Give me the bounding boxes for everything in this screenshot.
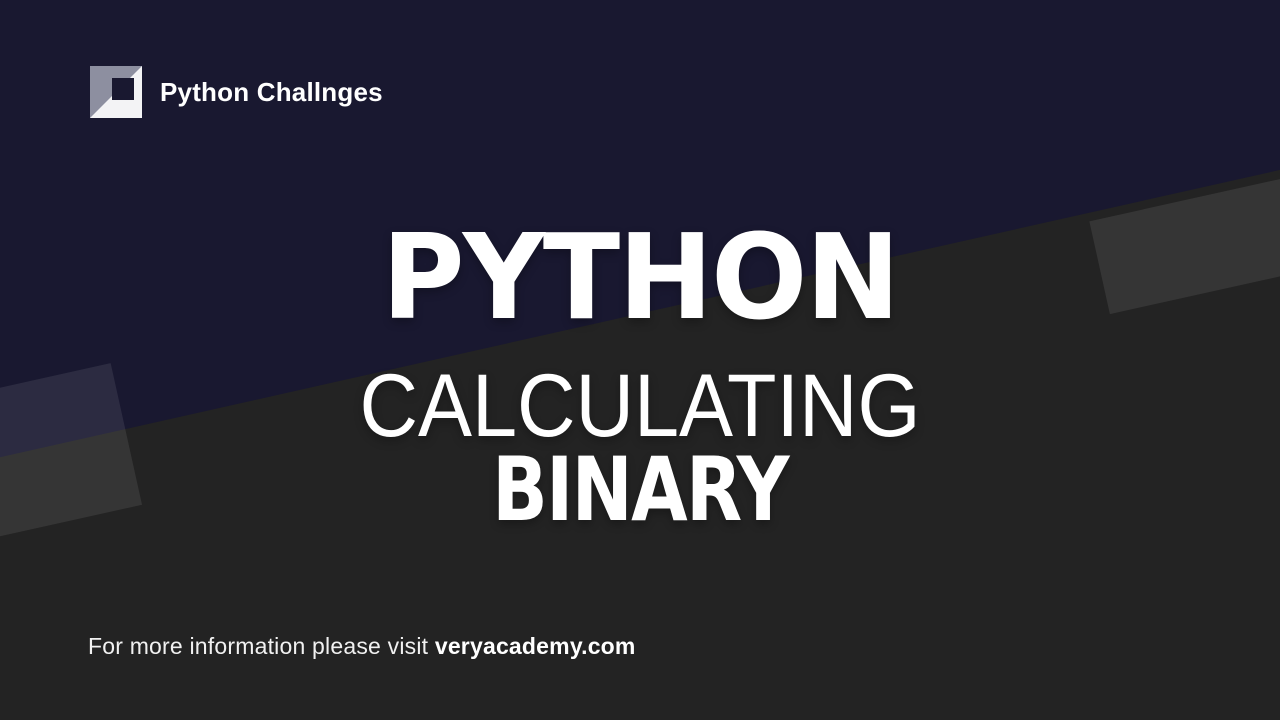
title-line-binary: BINARY (492, 438, 789, 541)
footer-note: For more information please visit veryac… (88, 633, 636, 660)
logo-inner-square (112, 78, 134, 100)
title-line-calculating: CALCULATING (359, 355, 921, 455)
brand-header: Python Challnges (90, 66, 383, 118)
diagonal-split-square-logo-icon (90, 66, 142, 118)
brand-name: Python Challnges (160, 76, 383, 107)
title-line-python: PYTHON (381, 208, 901, 346)
footer-text: For more information please visit (88, 633, 435, 659)
footer-domain: veryacademy.com (434, 633, 636, 659)
